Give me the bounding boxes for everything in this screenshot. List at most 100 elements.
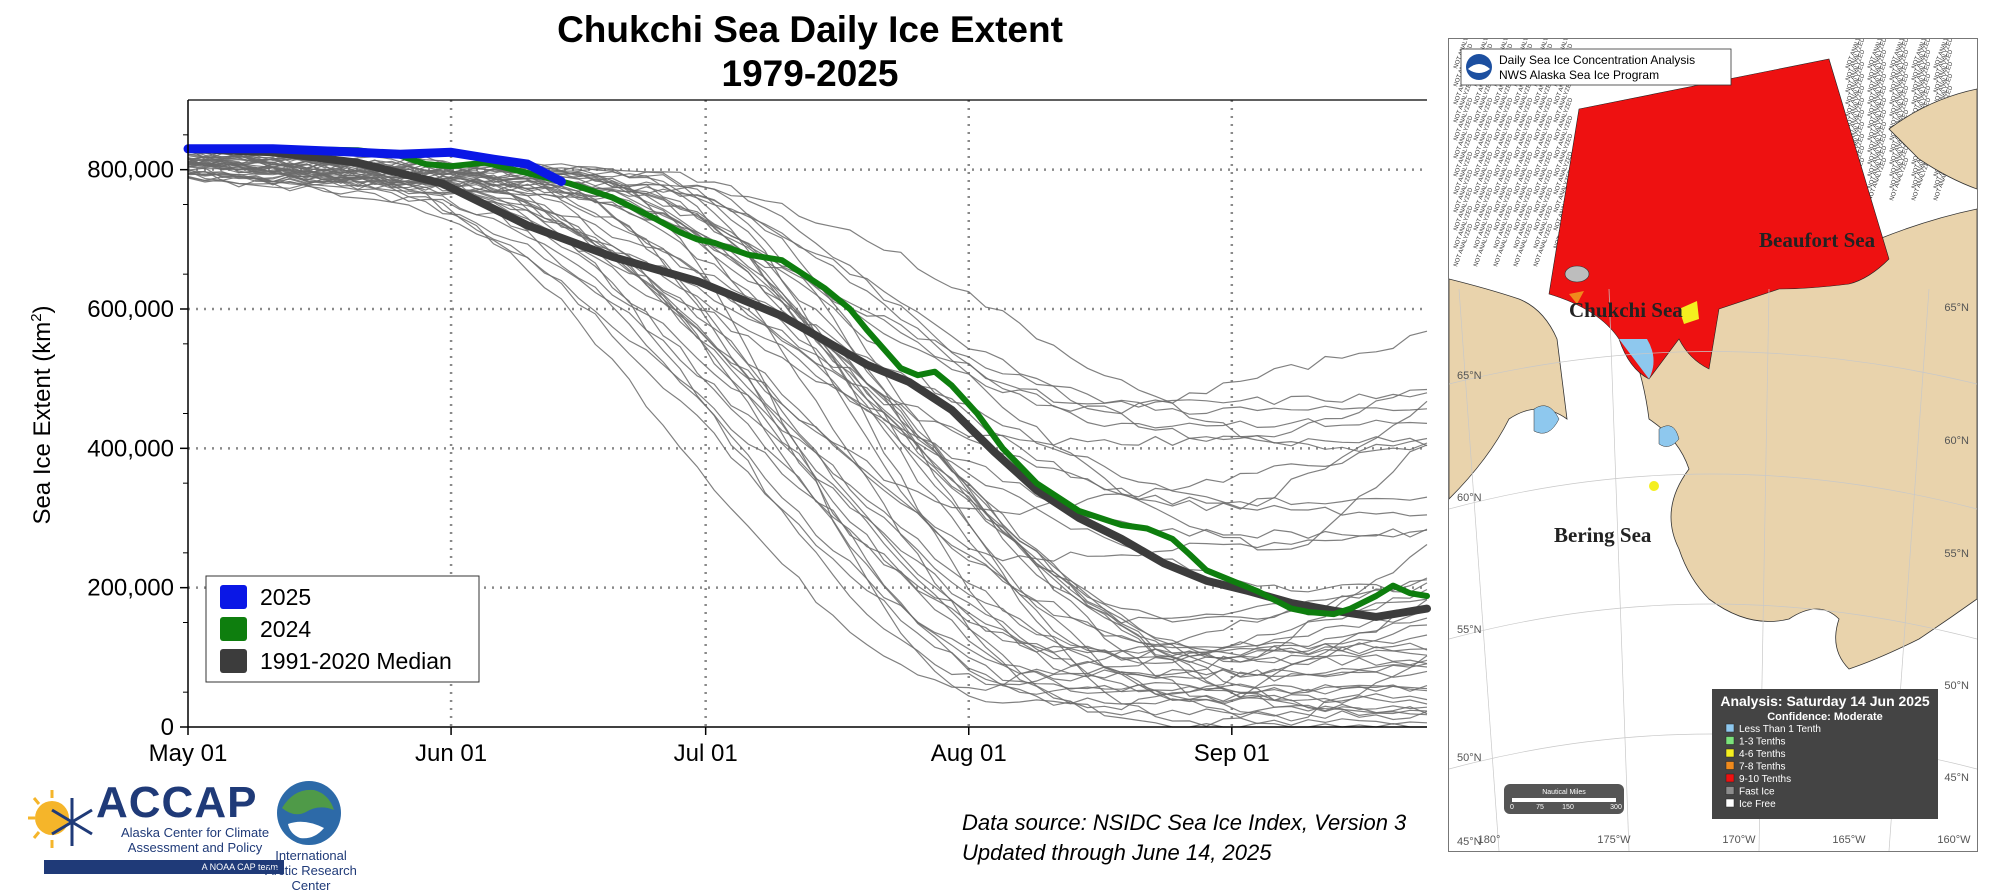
scale-tick-0: 0 (1510, 804, 1514, 811)
latitude-labels: 65°N 60°N 55°N 50°N 45°N 65°N 60°N 55°N 50°N 45°N (1457, 302, 1969, 848)
legend-label-2024: 2024 (260, 616, 311, 642)
analysis-swatch-2 (1725, 748, 1735, 758)
latitude-label-left-4: 45°N (1457, 836, 1482, 848)
x-tick-label-3: Aug 01 (931, 740, 1007, 767)
x-tick-label-2: Jul 01 (674, 740, 738, 767)
source-line-2: Updated through June 14, 2025 (962, 840, 1272, 865)
longitude-label-0: 180° (1478, 834, 1501, 846)
longitude-label-2: 170°W (1722, 834, 1756, 846)
background-years-lines (187, 145, 1428, 728)
map-canvas: NOT ANALYZED NOT ANALYZED NOT ANALYZED NOT … (1449, 39, 1977, 851)
chukotka-land (1449, 278, 1568, 500)
longitude-label-4: 160°W (1937, 834, 1971, 846)
latitude-label-right-1: 60°N (1944, 435, 1969, 447)
legend-box (205, 575, 480, 683)
background-year-line-20 (187, 147, 1428, 429)
legend-swatch-2024 (220, 617, 247, 641)
accap-logo-text: ACCAP (96, 778, 258, 827)
chart-title-line2: 1979-2025 (722, 53, 899, 94)
analysis-swatch-1 (1725, 736, 1735, 745)
background-year-line-22 (187, 147, 1428, 682)
map-title-line2: NWS Alaska Sea Ice Program (1499, 68, 1659, 82)
background-year-line-14 (187, 176, 1428, 593)
scale-tick-1: 75 (1536, 804, 1544, 811)
highlighted-series (183, 144, 1431, 621)
background-year-line-36 (187, 163, 1428, 415)
legend-swatch-median (220, 649, 247, 673)
latitude-label-right-0: 65°N (1944, 302, 1969, 314)
background-year-line-27 (187, 171, 1428, 652)
ice-concentration-9-10 (1548, 58, 1890, 380)
accap-subtitle: Alaska Center for Climate Assessment and… (120, 825, 270, 855)
x-tick-label-4: Sep 01 (1194, 740, 1270, 767)
wrangel-island (1564, 265, 1590, 283)
longitude-labels: 180° 175°W 170°W 165°W 160°W (1478, 834, 1972, 846)
gulf-anadyr-ice (1533, 405, 1560, 434)
y-tick-label-0: 0 (161, 714, 174, 741)
analysis-legend (1712, 689, 1938, 819)
ice-concentration-7-8 (1569, 291, 1584, 304)
y-tick-label-1: 200,000 (87, 575, 174, 602)
norton-sound-ice (1658, 425, 1680, 447)
series-line-2024 (185, 145, 1430, 618)
legend-swatch-2025 (220, 585, 247, 609)
background-year-line-37 (187, 159, 1428, 686)
background-year-line-44 (187, 147, 1428, 441)
y-tick-label-2: 400,000 (87, 435, 174, 462)
map-title-box (1460, 48, 1732, 86)
legend: 2025 2024 1991-2020 Median (205, 575, 480, 683)
arctic-islands-land (1888, 88, 1977, 190)
ice-concentration-4-6 (1679, 301, 1699, 324)
background-year-line-19 (187, 172, 1428, 453)
latitude-label-left-0: 65°N (1457, 370, 1482, 382)
longitude-label-1: 175°W (1597, 834, 1631, 846)
iarc-globe-icon (277, 781, 341, 845)
background-year-line-40 (187, 170, 1428, 661)
x-tick-label-1: Jun 01 (415, 740, 487, 767)
chart-title-line1: Chukchi Sea Daily Ice Extent (557, 9, 1063, 50)
y-axis-label: Sea Ice Extent (km2) (28, 305, 56, 524)
x-tick-label-0: May 01 (149, 740, 228, 767)
beaufort-sea-label: Beaufort Sea (1759, 228, 1876, 252)
latitude-label-left-1: 60°N (1457, 492, 1482, 504)
st-lawrence-ice-spot (1649, 481, 1659, 491)
analysis-swatch-5 (1725, 786, 1735, 795)
analysis-label-1: 1-3 Tenths (1739, 737, 1786, 748)
iarc-subtitle: International Arctic Research Center (265, 848, 357, 893)
y-tick-label-4: 800,000 (87, 157, 174, 184)
longitude-label-3: 165°W (1832, 834, 1866, 846)
scale-tick-3: 300 (1610, 804, 1622, 811)
analysis-label-6: Ice Free (1739, 799, 1776, 810)
analysis-confidence: Confidence: Moderate (1767, 711, 1883, 723)
axes: 0 200,000 400,000 600,000 800,000 May 01 Jun 0… (87, 99, 1427, 767)
latitude-label-right-2: 55°N (1944, 548, 1969, 560)
scale-line (1512, 798, 1616, 802)
legend-label-2025: 2025 (260, 584, 311, 610)
y-tick-label-3: 600,000 (87, 296, 174, 323)
analysis-label-0: Less Than 1 Tenth (1739, 724, 1821, 735)
scale-ticks: 0 75 150 300 (1510, 798, 1622, 811)
background-year-line-42 (187, 148, 1428, 447)
latitude-label-left-2: 55°N (1457, 624, 1482, 636)
background-year-line-1 (187, 158, 1428, 711)
data-source-note: Data source: NSIDC Sea Ice Index, Versio… (962, 808, 1406, 868)
ice-concentration-lt1 (1619, 339, 1654, 379)
analysis-swatch-4 (1725, 773, 1735, 783)
analysis-swatch-3 (1725, 761, 1735, 770)
background-year-line-41 (187, 173, 1428, 716)
background-year-line-45 (187, 169, 1428, 512)
map-title-line1: Daily Sea Ice Concentration Analysis (1499, 53, 1695, 67)
scale-title: Nautical Miles (1542, 789, 1586, 796)
series-line-2025 (183, 144, 566, 186)
accap-band: A NOAA CAP team (44, 860, 284, 874)
latitude-label-right-4: 45°N (1944, 772, 1969, 784)
analysis-swatch-0 (1725, 723, 1735, 733)
accap-sun-snowflake-icon (28, 790, 93, 848)
analysis-title: Analysis: Saturday 14 Jun 2025 (1720, 693, 1930, 709)
analysis-swatch-6 (1725, 798, 1735, 808)
sea-ice-map: NOT ANALYZED NOT ANALYZED NOT ANALYZED NOT … (1448, 38, 1978, 852)
background-year-line-24 (187, 160, 1428, 722)
analysis-label-5: Fast Ice (1739, 787, 1775, 798)
